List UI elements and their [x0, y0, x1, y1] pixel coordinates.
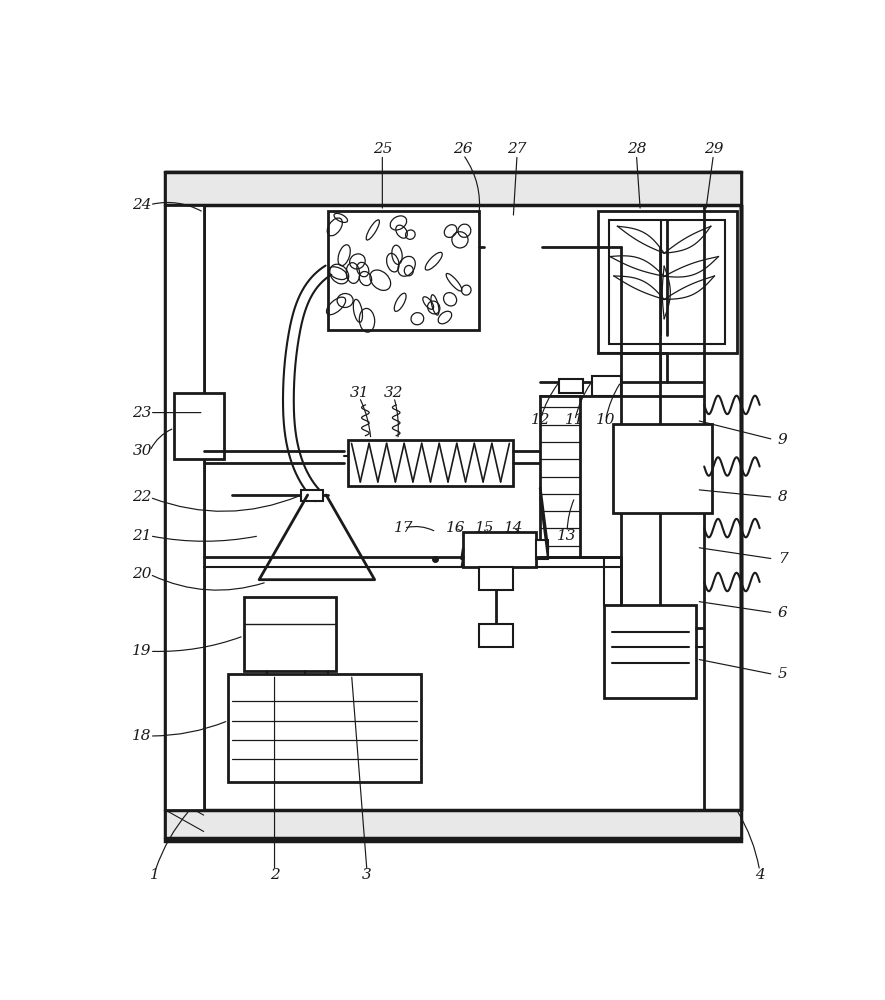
Bar — [559, 379, 582, 393]
Text: 6: 6 — [778, 606, 788, 620]
Bar — [165, 172, 741, 205]
Text: 30: 30 — [133, 444, 152, 458]
Text: 11: 11 — [566, 413, 585, 427]
Bar — [463, 532, 536, 567]
Text: 22: 22 — [133, 490, 152, 504]
Text: 24: 24 — [133, 198, 152, 212]
Text: 3: 3 — [362, 868, 372, 882]
Text: 27: 27 — [507, 142, 527, 156]
Bar — [479, 624, 513, 647]
Text: 25: 25 — [373, 142, 392, 156]
Bar — [479, 567, 513, 590]
Bar — [174, 393, 225, 459]
Text: 28: 28 — [627, 142, 646, 156]
Text: 8: 8 — [778, 490, 788, 504]
Bar — [604, 605, 696, 698]
Bar — [165, 205, 204, 810]
Text: 1: 1 — [150, 868, 160, 882]
Text: 19: 19 — [133, 644, 152, 658]
Bar — [328, 211, 479, 330]
Text: 17: 17 — [394, 521, 413, 535]
Text: 18: 18 — [133, 729, 152, 743]
Text: 23: 23 — [133, 406, 152, 420]
Text: 20: 20 — [133, 567, 152, 581]
Text: 12: 12 — [530, 413, 550, 427]
Text: 26: 26 — [453, 142, 473, 156]
Bar — [165, 810, 741, 838]
Text: 13: 13 — [558, 529, 577, 543]
Text: 29: 29 — [704, 142, 723, 156]
Text: 14: 14 — [504, 521, 523, 535]
Text: 4: 4 — [755, 868, 765, 882]
Text: 2: 2 — [270, 868, 280, 882]
Bar — [610, 220, 725, 344]
Bar — [243, 597, 336, 671]
Bar — [540, 396, 581, 557]
Bar — [165, 172, 741, 841]
Bar — [165, 205, 204, 810]
Text: 16: 16 — [446, 521, 466, 535]
Text: 7: 7 — [778, 552, 788, 566]
Text: 31: 31 — [350, 386, 369, 400]
Bar — [592, 376, 621, 396]
Text: 32: 32 — [384, 386, 404, 400]
Text: 21: 21 — [133, 529, 152, 543]
Bar — [302, 490, 323, 501]
Bar — [536, 540, 548, 559]
Bar — [228, 674, 421, 782]
Text: 10: 10 — [596, 413, 615, 427]
Bar — [348, 440, 513, 486]
Text: 15: 15 — [475, 521, 495, 535]
Text: 9: 9 — [778, 433, 788, 447]
Bar — [598, 211, 736, 353]
Bar — [613, 424, 712, 513]
Text: 5: 5 — [778, 667, 788, 681]
